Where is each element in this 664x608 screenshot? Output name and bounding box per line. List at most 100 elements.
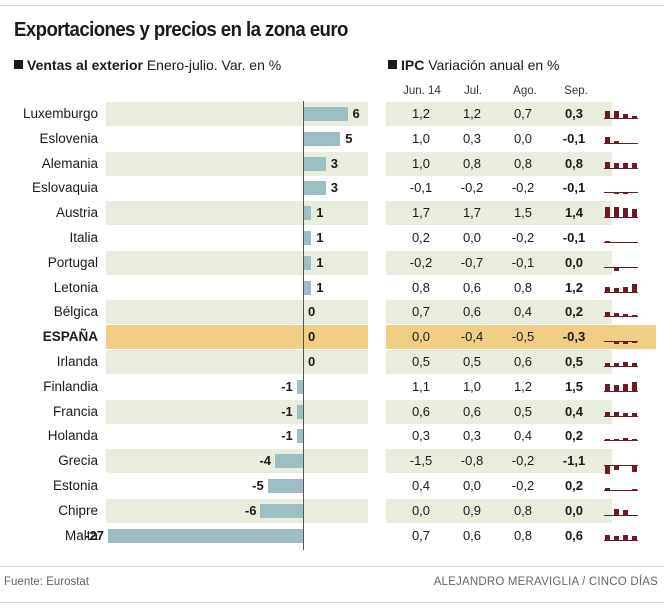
row-background-ipc — [386, 201, 612, 226]
sparkline-bar — [605, 266, 610, 268]
export-value-label: 6 — [352, 106, 360, 121]
row-background — [106, 350, 368, 374]
row-background-ipc — [386, 250, 612, 275]
sparkline-bar — [605, 192, 610, 193]
country-label: Irlanda — [56, 354, 98, 369]
ipc-value: 1,5 — [564, 378, 584, 394]
ipc-value: 0,8 — [513, 502, 533, 518]
sparkline-bar — [614, 536, 619, 540]
sparkline-bar — [623, 362, 628, 366]
row-background-ipc — [386, 498, 612, 523]
sparkline-bar — [605, 363, 610, 366]
ipc-value: 0,7 — [513, 106, 533, 121]
export-value-label: -1 — [281, 378, 293, 394]
export-bar — [304, 131, 341, 146]
sparkline-bar — [632, 315, 637, 317]
sparkline-bar — [623, 266, 628, 268]
row-background — [106, 201, 368, 226]
country-label: Italia — [69, 230, 98, 245]
ipc-value: 0,4 — [513, 428, 533, 444]
exports-header: Ventas al exterior Enero-julio. Var. en … — [14, 57, 281, 73]
sparkline-bar — [623, 490, 628, 492]
export-bar — [274, 454, 304, 469]
sparkline-baseline — [604, 167, 638, 169]
ipc-value: 0,7 — [411, 304, 431, 320]
export-value-label: 3 — [330, 155, 338, 171]
export-bar — [296, 379, 304, 394]
zero-axis — [303, 101, 304, 550]
ipc-value: 0,6 — [564, 527, 584, 543]
export-value-label: 1 — [316, 254, 324, 270]
country-label: Grecia — [58, 453, 98, 469]
ipc-value: 0,3 — [462, 130, 482, 146]
country-label: Francia — [52, 403, 98, 419]
sparkline-baseline — [604, 192, 638, 194]
sparkline-bar — [623, 412, 628, 416]
ipc-value: 1,2 — [411, 106, 431, 121]
ipc-value: 0,2 — [411, 230, 431, 245]
credit-note: ALEJANDRO MERAVIGLIA / CINCO DÍAS — [433, 576, 658, 588]
sparkline-baseline — [604, 539, 638, 541]
sparkline-bar — [605, 487, 610, 490]
top-rule — [0, 5, 664, 6]
sparkline-bar — [623, 534, 628, 540]
ipc-value: 0,4 — [411, 478, 431, 493]
ipc-value: 0,8 — [411, 279, 431, 295]
ipc-value: 1,0 — [411, 155, 431, 171]
row-background — [106, 176, 368, 200]
sparkline-bar — [614, 412, 619, 416]
source-note: Fuente: Eurostat — [4, 576, 90, 588]
row-background — [106, 424, 368, 448]
sparkline-bar — [632, 488, 637, 490]
ipc-value: -1,5 — [409, 453, 433, 469]
ipc-value: 1,0 — [411, 130, 431, 146]
export-value-label: 5 — [345, 130, 353, 146]
sparkline-bar — [614, 438, 619, 441]
ipc-value: 0,0 — [411, 329, 431, 345]
row-background — [106, 399, 368, 424]
country-label: Letonia — [53, 279, 98, 295]
ipc-value: -0,2 — [511, 478, 535, 493]
sparkline-baseline — [604, 242, 638, 243]
row-background — [106, 449, 368, 474]
country-label: Estonia — [52, 478, 98, 493]
ipc-value: 0,0 — [411, 502, 431, 518]
export-bar — [296, 429, 304, 444]
sparkline-baseline — [604, 266, 638, 268]
chart-title: Exportaciones y precios en la zona euro — [14, 19, 348, 41]
ipc-value: 0,8 — [462, 155, 482, 171]
row-background — [106, 325, 368, 350]
ipc-value: 1,0 — [462, 378, 482, 394]
ipc-value: 0,9 — [462, 502, 482, 518]
row-background-ipc — [386, 300, 612, 325]
sparkline-bar — [632, 284, 637, 292]
sparkline-bar — [605, 136, 610, 143]
sparkline-bar — [614, 192, 619, 194]
sparkline-bar — [623, 438, 628, 441]
ipc-value: -0,4 — [460, 329, 484, 345]
ipc-value: 0,8 — [513, 527, 533, 543]
sparkline-baseline — [604, 118, 638, 119]
sparkline-bar — [632, 439, 637, 441]
export-bar — [304, 280, 312, 295]
sparkline-baseline — [604, 440, 638, 442]
ipc-value: 0,8 — [513, 279, 533, 295]
row-background-ipc — [386, 449, 612, 474]
export-value-label: 1 — [316, 279, 324, 295]
ipc-header-rest: Variación anual en % — [424, 57, 560, 73]
sparkline-bar — [632, 142, 637, 144]
ipc-value: -0,1 — [562, 180, 586, 196]
export-bar — [304, 231, 312, 245]
sparkline-baseline — [604, 341, 638, 343]
sparkline-bar — [614, 384, 619, 391]
ipc-value: 1,2 — [564, 279, 584, 295]
row-background — [106, 375, 368, 399]
ipc-value: -0,8 — [460, 453, 484, 469]
row-background — [106, 300, 368, 325]
export-value-label: 0 — [308, 354, 316, 369]
sparkline-bar — [623, 242, 628, 244]
ipc-value: -0,1 — [511, 254, 535, 270]
ipc-header: IPC Variación anual en % — [388, 57, 560, 73]
export-value-label: -1 — [281, 428, 293, 444]
sparkline-bar — [632, 242, 637, 243]
